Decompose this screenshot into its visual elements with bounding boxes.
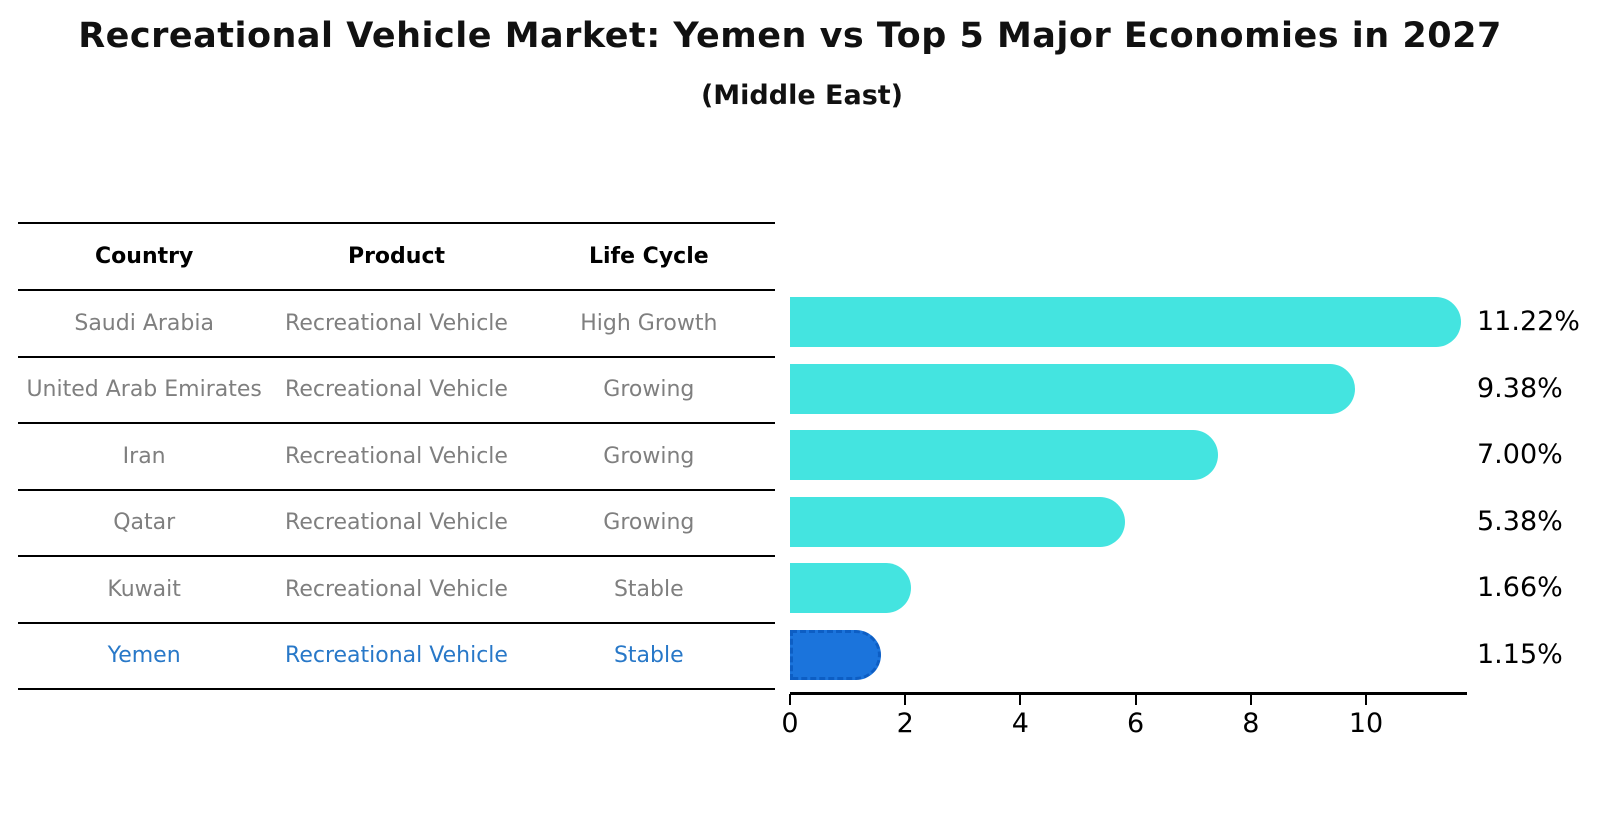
cell-country: Saudi Arabia (74, 310, 214, 336)
x-axis-tick-label: 2 (896, 708, 914, 739)
table-header-row: Country Product Life Cycle (18, 224, 775, 291)
cell-life-cycle: Growing (603, 377, 695, 403)
column-header-product: Product (347, 244, 446, 269)
table-row-iran: Iran Recreational Vehicle Growing (18, 424, 775, 491)
table-row-yemen: Yemen Recreational Vehicle Stable (18, 624, 775, 690)
cell-product: Recreational Vehicle (285, 643, 508, 669)
cell-life-cycle: Stable (613, 643, 684, 669)
bar-qatar (790, 496, 1125, 547)
cell-life-cycle: High Growth (580, 310, 718, 336)
cell-product: Recreational Vehicle (285, 377, 508, 403)
bar-yemen (790, 629, 882, 680)
table-row-kuwait: Kuwait Recreational Vehicle Stable (18, 557, 775, 624)
cell-country: Iran (122, 443, 166, 469)
x-axis-tick (1249, 694, 1252, 705)
bar-saudi-arabia (790, 297, 1462, 347)
x-axis-line (790, 692, 1467, 695)
column-header-life-cycle: Life Cycle (588, 244, 709, 269)
table-row-saudi-arabia: Saudi Arabia Recreational Vehicle High Gro… (18, 291, 775, 358)
cell-product: Recreational Vehicle (285, 310, 508, 336)
x-axis-tick (1019, 694, 1022, 705)
chart-title: Recreational Vehicle Market: Yemen vs To… (78, 16, 1502, 56)
x-axis-tick (904, 694, 907, 705)
x-axis-tick (1134, 694, 1137, 705)
value-label-kuwait: 1.66% (1477, 572, 1563, 603)
cell-product: Recreational Vehicle (285, 510, 508, 536)
cell-life-cycle: Stable (613, 576, 684, 602)
value-label-saudi-arabia: 11.22% (1477, 306, 1580, 337)
cell-country: Kuwait (107, 576, 181, 602)
bar-iran (790, 430, 1219, 480)
country-table: Country Product Life Cycle Saudi Arabia Recr… (18, 222, 775, 690)
x-axis-tick-label: 6 (1127, 708, 1145, 739)
chart-subtitle: (Middle East) (700, 80, 904, 111)
value-label-united-arab-emirates: 9.38% (1477, 372, 1563, 404)
table-row-qatar: Qatar Recreational Vehicle Growing (18, 491, 775, 557)
cell-life-cycle: Growing (603, 443, 695, 469)
cell-life-cycle: Growing (603, 510, 695, 536)
value-label-qatar: 5.38% (1477, 505, 1563, 537)
table-row-united-arab-emirates: United Arab Emirates Recreational Vehicle… (18, 358, 775, 424)
value-label-yemen: 1.15% (1477, 638, 1563, 670)
cell-product: Recreational Vehicle (285, 443, 508, 469)
x-axis-tick-label: 10 (1348, 708, 1384, 739)
x-axis-tick-label: 8 (1242, 708, 1260, 739)
column-header-country: Country (95, 244, 194, 269)
cell-country: Yemen (107, 643, 181, 669)
bar-united-arab-emirates (790, 363, 1356, 414)
cell-country: United Arab Emirates (26, 377, 262, 403)
bar-kuwait (790, 563, 911, 613)
x-axis-tick-label: 0 (781, 708, 799, 739)
cell-country: Qatar (113, 510, 176, 536)
x-axis-tick (1365, 694, 1367, 705)
cell-product: Recreational Vehicle (285, 576, 508, 602)
x-axis-tick (789, 694, 791, 705)
x-axis-tick-label: 4 (1011, 708, 1029, 739)
value-label-iran: 7.00% (1477, 439, 1563, 470)
